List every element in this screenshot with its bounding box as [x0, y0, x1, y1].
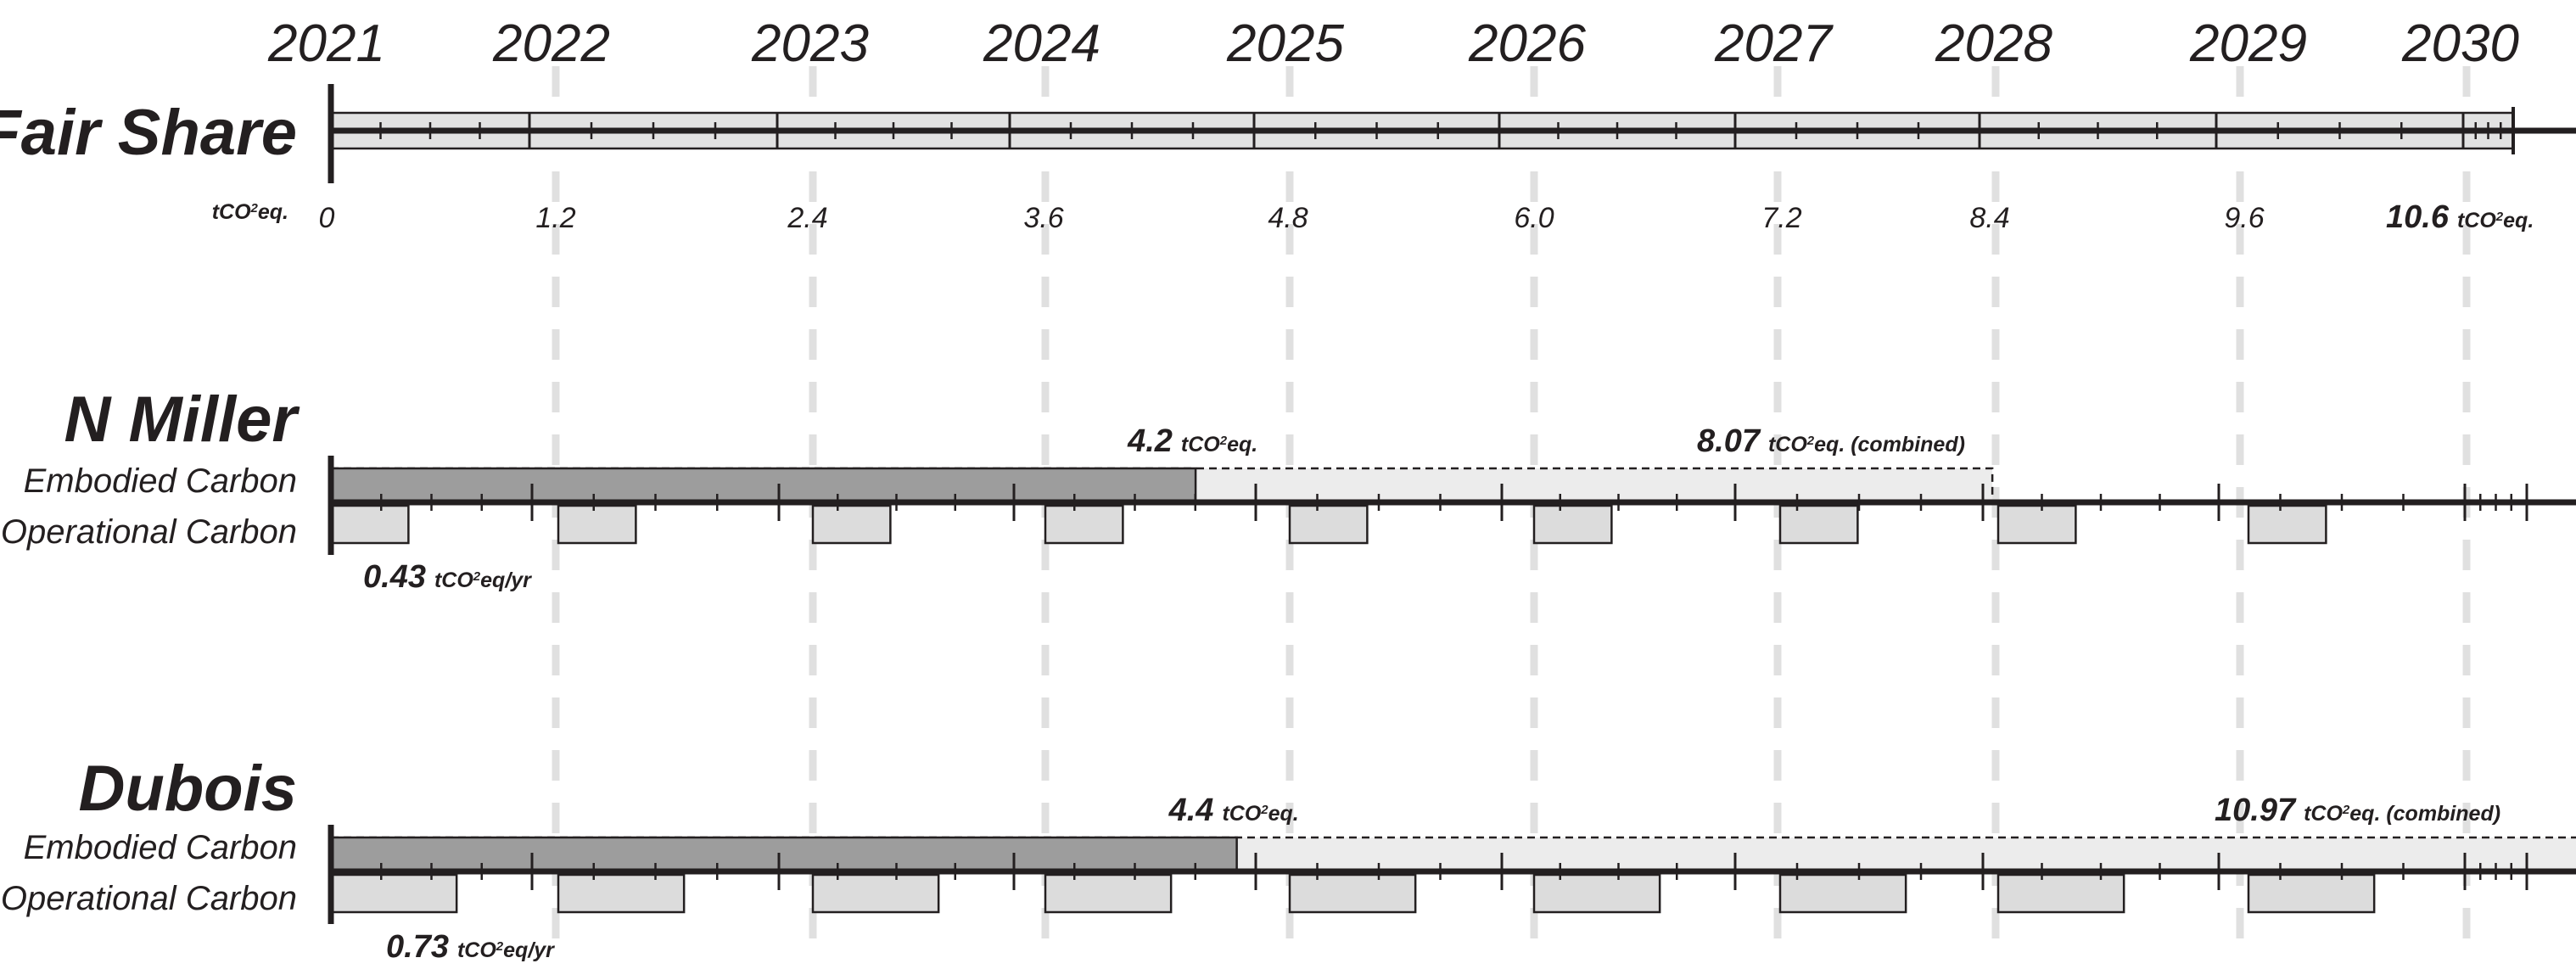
dubois-operational-block [557, 873, 686, 914]
n-miller-operational-block [1778, 504, 1859, 545]
year-label-2023: 2023 [751, 14, 869, 73]
fair-share-unit-left: tCO2eq. [212, 200, 288, 224]
n-miller-embodied-unit: tCO2eq. [1181, 433, 1257, 456]
n-miller-embodied-label: Embodied Carbon [24, 462, 297, 500]
dubois-operational-unit: tCO2eq/yr [457, 938, 555, 962]
dubois-embodied-bar [329, 836, 1238, 873]
dubois-operational-label: Operational Carbon [1, 880, 297, 917]
dubois-operational-block [329, 873, 458, 914]
dubois-embodied-label: Embodied Carbon [24, 829, 297, 866]
dubois-title: Dubois [78, 753, 297, 825]
n-miller-combined-value: 8.07 [1697, 423, 1761, 459]
fair-share-total-value: 10.6 [2386, 199, 2450, 235]
n-miller-title: N Miller [64, 384, 301, 456]
fair-share-tick-8: 9.6 [2224, 202, 2264, 234]
n-miller-operational-block [329, 504, 410, 545]
dubois-operational-value: 0.73 [386, 929, 449, 965]
dubois-combined-value: 10.97 [2215, 793, 2297, 828]
year-label-2024: 2024 [983, 14, 1100, 73]
n-miller-operational-block [1044, 504, 1124, 545]
fair-share-title: Fair Share [0, 97, 297, 169]
n-miller-embodied-value: 4.2 [1127, 423, 1173, 459]
fair-share-tick-3: 3.6 [1023, 202, 1063, 234]
fair-share-tick-2: 2.4 [787, 202, 827, 234]
year-label-2027: 2027 [1714, 14, 1834, 73]
year-label-2030: 2030 [2401, 14, 2519, 73]
fair-share-tick-7: 8.4 [1969, 202, 2009, 234]
fair-share-total-unit: tCO2eq. [2457, 209, 2534, 232]
dubois-operational-block [811, 873, 940, 914]
year-label-2021: 2021 [267, 14, 385, 73]
fair-share-tick-0: 0 [319, 202, 335, 234]
dubois-embodied-unit: tCO2eq. [1222, 802, 1298, 826]
n-miller-operational-block [811, 504, 892, 545]
fair-share-tick-5: 6.0 [1514, 202, 1554, 234]
n-miller-operational-block [1532, 504, 1613, 545]
dubois-operational-block [1996, 873, 2125, 914]
dubois-operational-block [2247, 873, 2376, 914]
n-miller-operational-unit: tCO2eq/yr [434, 569, 532, 592]
n-miller-operational-block [1996, 504, 2077, 545]
dubois-embodied-value: 4.4 [1168, 793, 1214, 828]
dubois-combined-unit: tCO2eq. (combined) [2304, 802, 2500, 826]
year-label-2022: 2022 [492, 14, 610, 73]
n-miller-operational-block [557, 504, 637, 545]
fair-share-tick-1: 1.2 [535, 202, 575, 234]
n-miller-combined-unit: tCO2eq. (combined) [1768, 433, 1965, 456]
dubois-operational-block [1044, 873, 1173, 914]
dubois-operational-block [1778, 873, 1907, 914]
dubois-operational-block [1288, 873, 1417, 914]
n-miller-operational-block [1288, 504, 1369, 545]
year-label-2028: 2028 [1935, 14, 2052, 73]
n-miller-operational-block [2247, 504, 2327, 545]
year-label-2025: 2025 [1226, 14, 1344, 73]
fair-share-tick-4: 4.8 [1268, 202, 1308, 234]
year-label-2029: 2029 [2189, 14, 2307, 73]
chart-marks [328, 84, 2576, 924]
chart-labels: 2021 2022 2023 2024 2025 2026 2027 2028 2029 2030… [0, 14, 2534, 965]
n-miller-embodied-bar [329, 467, 1197, 504]
n-miller-operational-label: Operational Carbon [1, 513, 297, 551]
dubois-operational-block [1532, 873, 1661, 914]
fair-share-tick-6: 7.2 [1761, 202, 1801, 234]
year-label-2026: 2026 [1468, 14, 1586, 73]
n-miller-operational-value: 0.43 [363, 559, 426, 595]
